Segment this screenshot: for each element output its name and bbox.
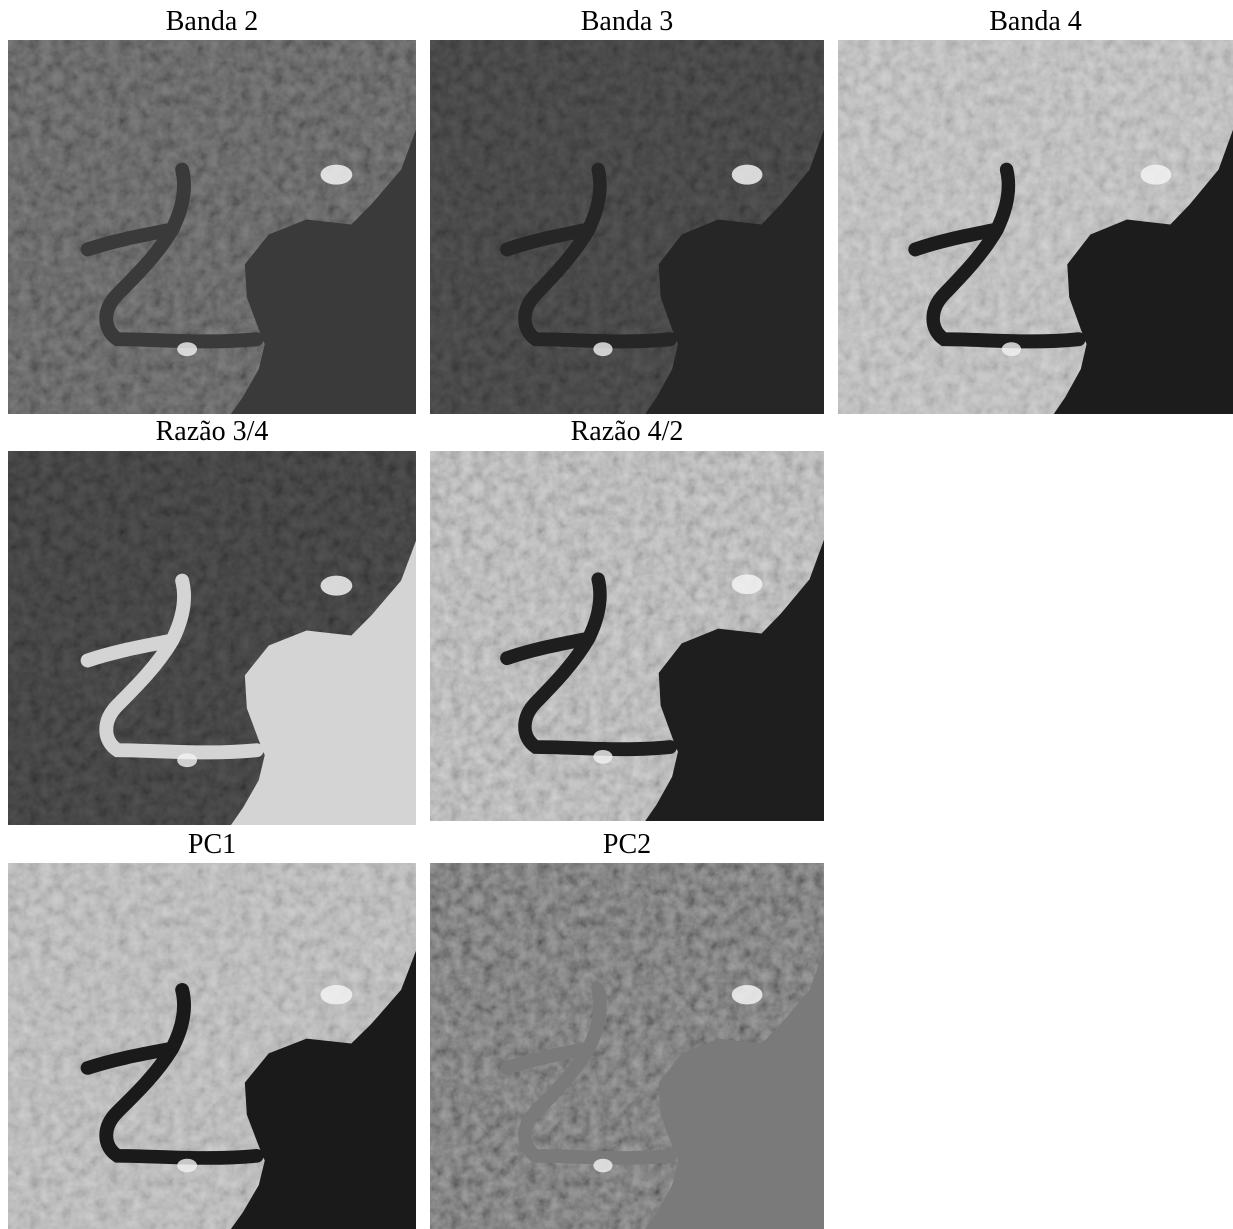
panel-title: Razão 4/2 (430, 416, 824, 448)
satellite-image (8, 40, 416, 414)
satellite-image (430, 40, 824, 414)
satellite-image (8, 863, 416, 1229)
panel-title: PC1 (8, 829, 416, 861)
figure: {"panels": [ {"title": "Banda 2"}, {"tit… (0, 0, 1233, 1229)
satellite-image (838, 40, 1233, 414)
panel-title: Banda 3 (430, 6, 824, 38)
satellite-image (8, 451, 416, 825)
satellite-image (430, 863, 824, 1229)
panel-title: Banda 4 (838, 6, 1233, 38)
panel-title: PC2 (430, 829, 824, 861)
panel-title: Razão 3/4 (8, 416, 416, 448)
panel-title: Banda 2 (8, 6, 416, 38)
satellite-image (430, 451, 824, 821)
